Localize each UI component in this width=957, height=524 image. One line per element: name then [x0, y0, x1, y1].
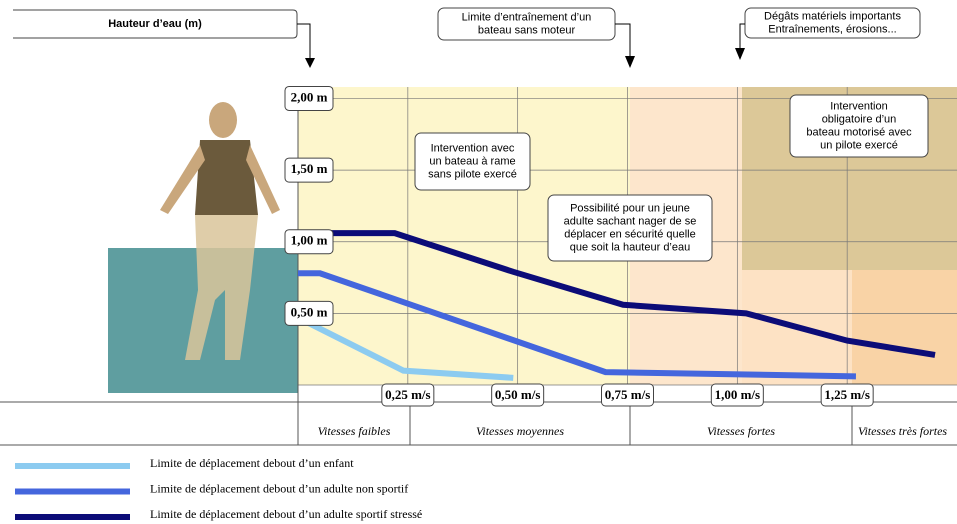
x-tick-box	[381, 383, 435, 407]
y-tick-box	[284, 300, 334, 326]
annotation-text: que soit la hauteur d’eau	[570, 241, 690, 253]
zone-bg	[852, 270, 957, 385]
arrow	[625, 56, 635, 68]
arrow	[297, 23, 311, 62]
x-tick-box	[601, 383, 654, 407]
legend-label: Limite de déplacement debout d’un enfant	[150, 456, 354, 470]
annotation-text: Possibilité pour un jeune	[570, 202, 690, 214]
annotation-box	[547, 194, 713, 262]
annotation-text: Intervention	[830, 100, 887, 112]
series-line	[296, 314, 514, 381]
annotation-text: bateau motorisé avec	[806, 126, 912, 138]
annotation-text: un bateau à rame	[429, 155, 515, 167]
annotation-box	[789, 94, 929, 158]
annotation-text: Intervention avec	[431, 142, 515, 154]
person-illustration	[108, 102, 298, 393]
y-tick-label: 1,00 m	[291, 233, 328, 248]
zone-label: Vitesses très fortes	[858, 424, 947, 438]
annotation-text: un pilote exercé	[820, 139, 898, 151]
zone-label: Vitesses moyennes	[476, 424, 564, 438]
annotation-text: adulte sachant nager de se	[564, 215, 697, 227]
x-tick-box	[491, 383, 545, 407]
x-tick-label: 0,25 m/s	[385, 387, 431, 402]
zone-label: Vitesses fortes	[707, 424, 775, 438]
arrow	[735, 48, 745, 60]
annotation-text: Dégâts matériels importants	[764, 10, 901, 22]
arrow	[739, 23, 745, 52]
annotation-text: sans pilote exercé	[428, 168, 517, 180]
x-tick-box	[710, 383, 764, 407]
x-tick-label: 0,75 m/s	[605, 387, 651, 402]
zone-label: Vitesses faibles	[318, 424, 391, 438]
x-tick-label: 1,00 m/s	[715, 387, 761, 402]
annotation-box	[744, 7, 921, 39]
x-tick-label: 1,25 m/s	[824, 387, 870, 402]
arrow	[305, 58, 315, 68]
y-tick-box	[284, 229, 334, 255]
annotation-text: obligatoire d’un	[822, 113, 897, 125]
y-tick-label: 0,50 m	[291, 304, 328, 319]
x-tick-label: 0,50 m/s	[495, 387, 541, 402]
y-tick-box	[284, 85, 334, 111]
series-line	[298, 230, 936, 358]
annotation-text: Entraînements, érosions...	[768, 23, 896, 35]
y-tick-label: 2,00 m	[291, 89, 328, 104]
y-tick-label: 1,50 m	[291, 161, 328, 176]
chart-title: Hauteur d’eau (m)	[108, 18, 202, 30]
y-tick-box	[284, 157, 334, 183]
x-tick-box	[820, 383, 874, 407]
legend-label: Limite de déplacement debout d’un adulte…	[150, 481, 408, 495]
arrow	[615, 23, 631, 60]
series-line	[298, 270, 857, 380]
annotation-text: Limite d’entraînement d’un	[462, 11, 592, 23]
annotation-text: déplacer en sécurité quelle	[564, 228, 695, 240]
legend-label: Limite de déplacement debout d’un adulte…	[150, 507, 422, 521]
annotation-box	[414, 132, 531, 191]
annotation-text: bateau sans moteur	[478, 24, 576, 36]
